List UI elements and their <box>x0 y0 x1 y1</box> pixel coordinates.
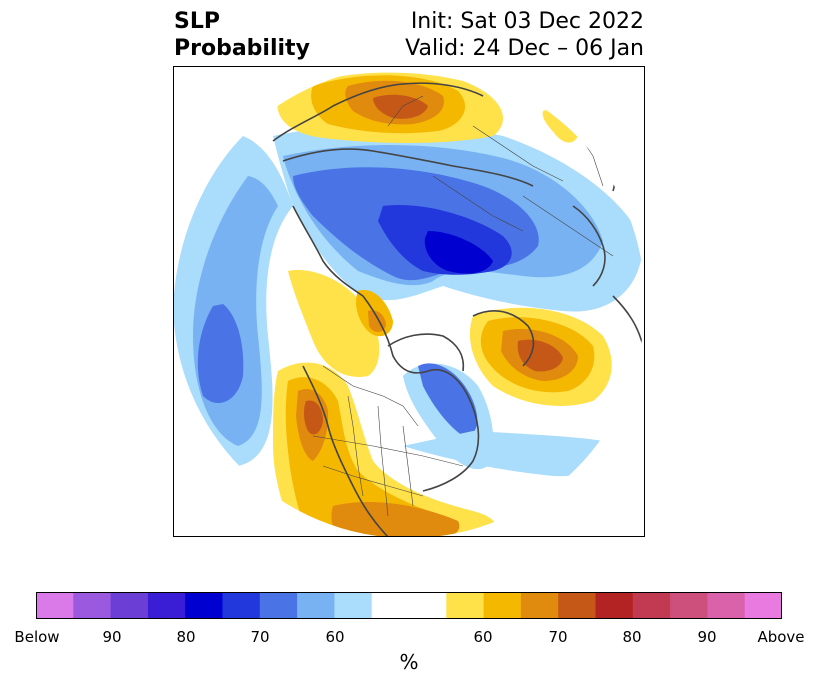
colorbar <box>36 592 782 619</box>
title-subtitle: Probability <box>174 36 310 61</box>
init-date: Init: Sat 03 Dec 2022 <box>410 9 644 34</box>
above-70-region-mexico <box>331 501 460 537</box>
above-75-region-scandinavia <box>373 94 428 119</box>
colorbar-swatch <box>222 592 261 619</box>
colorbar-swatch <box>73 592 112 619</box>
below-80-region-eurasia <box>424 231 493 274</box>
valid-range: Valid: 24 Dec – 06 Jan <box>405 36 644 61</box>
colorbar-swatch <box>595 592 634 619</box>
colorbar-swatch <box>744 592 782 619</box>
colorbar-label-below-80: 80 <box>176 628 196 646</box>
below-70-region-pacific <box>197 304 244 404</box>
colorbar-label-above-80: 80 <box>622 628 642 646</box>
colorbar-label-above-90: 90 <box>697 628 717 646</box>
map-dates: Init: Sat 03 Dec 2022 Valid: 24 Dec – 06… <box>405 8 644 62</box>
above-75-region-atlantic <box>517 339 563 372</box>
colorbar-label-below-70: 70 <box>250 628 270 646</box>
colorbar-swatch <box>632 592 671 619</box>
colorbar-swatch <box>334 592 373 619</box>
above-60-region-europe <box>542 110 578 143</box>
colorbar-unit: % <box>399 650 419 674</box>
colorbar-swatch <box>670 592 708 619</box>
colorbar-swatch <box>371 592 447 619</box>
country-borders <box>312 95 614 517</box>
above-60-region-westcoast <box>288 270 380 377</box>
colorbar-label-above: Above <box>757 628 805 646</box>
colorbar-swatch <box>185 592 223 619</box>
colorbar-swatch <box>147 592 186 619</box>
colorbar-swatch <box>707 592 746 619</box>
colorbar-swatch <box>483 592 522 619</box>
colorbar-swatch <box>297 592 335 619</box>
below-60-region-atlantic <box>403 431 606 477</box>
colorbar-swatch <box>36 592 74 619</box>
colorbar-swatch <box>110 592 149 619</box>
coastlines <box>272 82 644 537</box>
map-title: SLP Probability <box>174 8 310 62</box>
above-75-region-northamerica <box>303 400 323 435</box>
colorbar-border <box>36 592 782 619</box>
colorbar-label-below-60: 60 <box>325 628 345 646</box>
colorbar-swatch <box>558 592 596 619</box>
colorbar-swatch <box>446 592 485 619</box>
colorbar-label-below-90: 90 <box>102 628 122 646</box>
probability-map <box>173 66 645 537</box>
colorbar-label-above-70: 70 <box>548 628 568 646</box>
colorbar-swatch <box>520 592 559 619</box>
below-70-region-hudson <box>418 363 478 436</box>
colorbar-label-above-60: 60 <box>473 628 493 646</box>
title-variable: SLP <box>174 9 220 34</box>
colorbar-swatch <box>259 592 298 619</box>
colorbar-label-below: Below <box>14 628 60 646</box>
